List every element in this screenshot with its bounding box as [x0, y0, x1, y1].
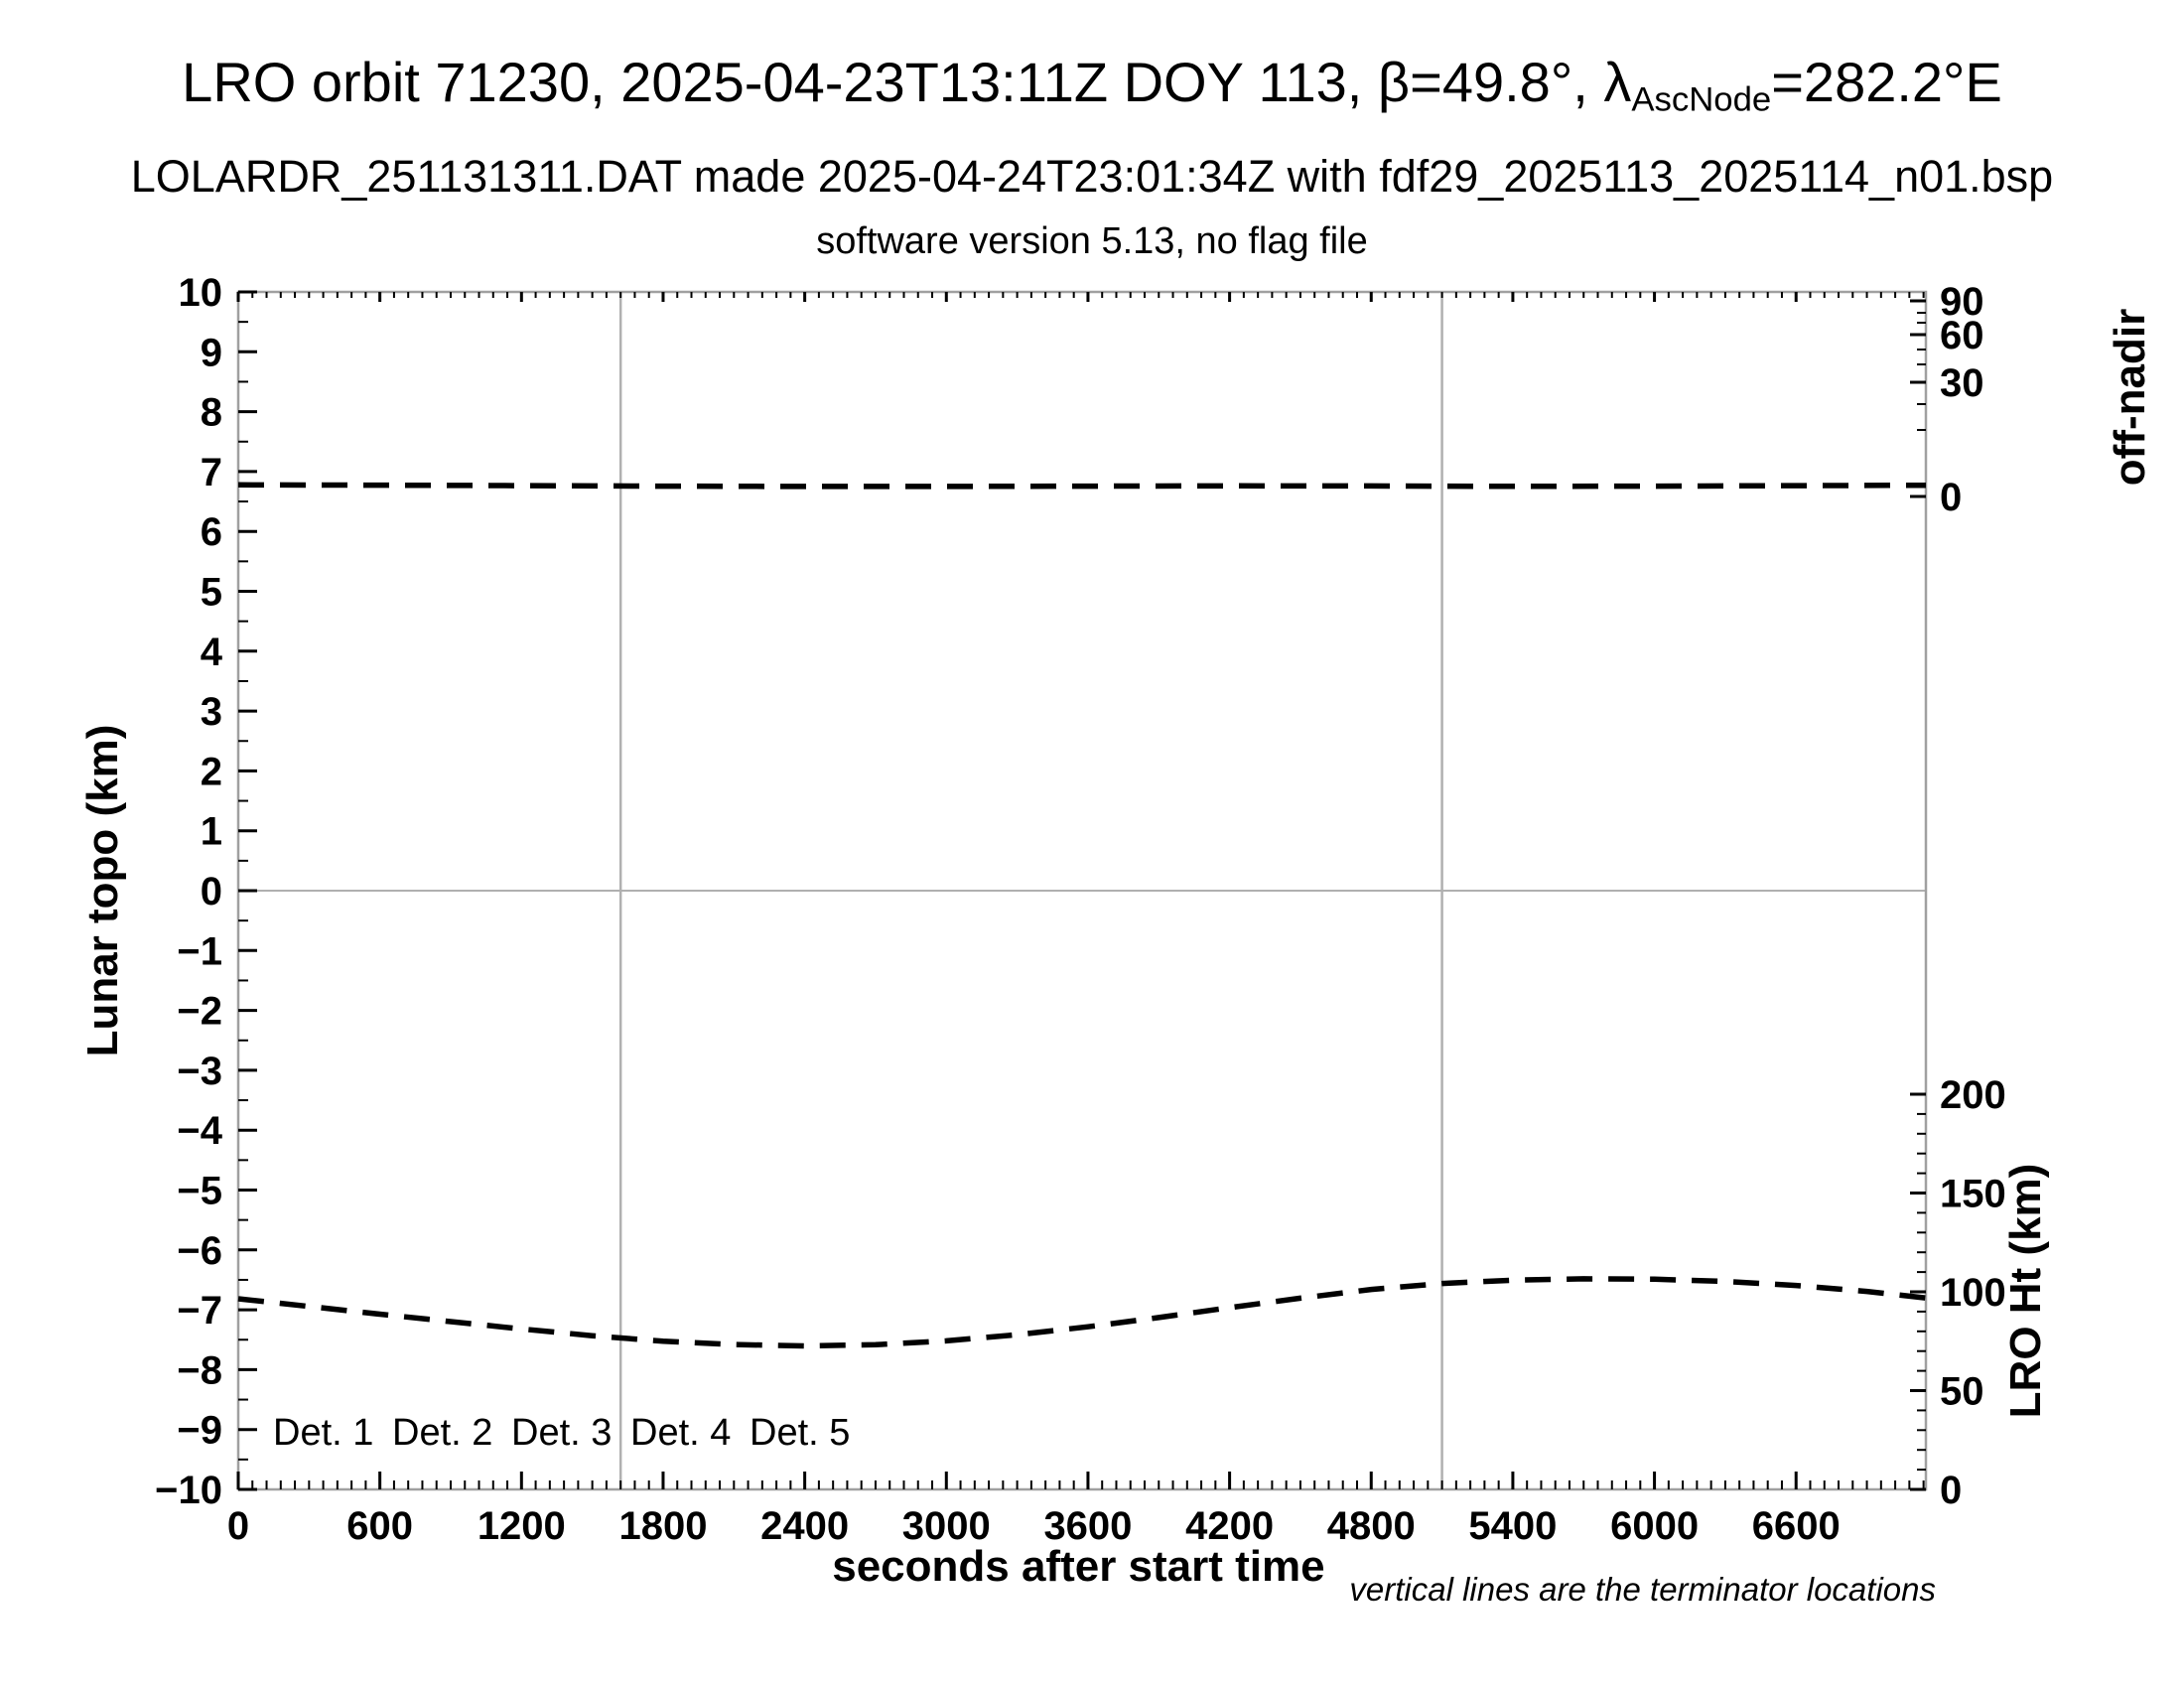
x-tick-label: 4800 [1327, 1504, 1416, 1548]
y-left-tick-label: −9 [177, 1409, 222, 1453]
legend-item-label: Det. 5 [750, 1412, 850, 1454]
x-tick-label: 2400 [760, 1504, 849, 1548]
lro-ht-tick-label: 50 [1940, 1370, 1984, 1414]
lro-ht-tick-label: 0 [1940, 1469, 1962, 1512]
y-left-tick-label: 10 [179, 271, 223, 315]
off-nadir-tick-label: 30 [1940, 361, 1984, 405]
plot-title-tail: =282.2°E [1771, 51, 2002, 113]
y-left-axis-title: Lunar topo (km) [78, 725, 127, 1057]
y-left-tick-label: −8 [177, 1348, 222, 1392]
off-nadir-axis-title: off-nadir [2106, 309, 2154, 486]
x-tick-label: 6000 [1610, 1504, 1699, 1548]
x-tick-label: 3600 [1043, 1504, 1132, 1548]
terminator-footnote: vertical lines are the terminator locati… [1349, 1571, 1936, 1608]
y-left-tick-label: 2 [201, 750, 222, 793]
y-left-tick-label: −2 [177, 990, 222, 1034]
y-left-tick-label: −5 [177, 1170, 222, 1213]
lro-ht-tick-label: 200 [1940, 1073, 2006, 1117]
plot-title-subscript: AscNode [1631, 80, 1772, 119]
y-left-tick-label: −3 [177, 1050, 222, 1093]
y-left-tick-label: −1 [177, 929, 222, 973]
x-tick-label: 5400 [1468, 1504, 1557, 1548]
y-left-tick-label: −6 [177, 1229, 222, 1273]
off-nadir-tick-label: 60 [1940, 314, 1984, 357]
x-tick-label: 3000 [902, 1504, 991, 1548]
lro-ht-tick-label: 150 [1940, 1173, 2006, 1216]
y-left-tick-label: 1 [201, 810, 222, 854]
x-tick-label: 1800 [618, 1504, 707, 1548]
x-tick-label: 4200 [1185, 1504, 1274, 1548]
y-left-tick-label: 9 [201, 331, 222, 374]
legend-item-label: Det. 3 [511, 1412, 612, 1454]
off-nadir-tick-label: 0 [1940, 476, 1962, 519]
x-tick-label: 6600 [1752, 1504, 1841, 1548]
off-nadir-tick-label: 90 [1940, 280, 1984, 324]
lro-height-curve [237, 1276, 1927, 1349]
legend-item-label: Det. 2 [392, 1412, 492, 1454]
y-left-tick-label: 7 [201, 451, 222, 494]
lro-ht-tick-label: 100 [1940, 1271, 2006, 1315]
plot-subtitle-filename: LOLARDR_251131311.DAT made 2025-04-24T23… [130, 151, 2054, 202]
lro-ht-axis-title: LRO Ht (km) [2001, 1164, 2050, 1419]
plot-title: LRO orbit 71230, 2025-04-23T13:11Z DOY 1… [0, 50, 2184, 120]
y-left-tick-label: 8 [201, 391, 222, 435]
plot-title-main: LRO orbit 71230, 2025-04-23T13:11Z DOY 1… [182, 51, 1632, 113]
software-version-line: software version 5.13, no flag file [816, 220, 1368, 262]
x-tick-label: 600 [346, 1504, 413, 1548]
y-left-tick-label: 3 [201, 690, 222, 734]
y-left-tick-label: −7 [177, 1289, 222, 1333]
legend-item-label: Det. 1 [273, 1412, 373, 1454]
y-left-tick-label: 5 [201, 571, 222, 615]
legend-item-label: Det. 4 [630, 1412, 731, 1454]
y-left-tick-label: 6 [201, 510, 222, 554]
y-left-tick-label: 0 [201, 870, 222, 914]
x-tick-label: 0 [227, 1504, 249, 1548]
x-axis-title: seconds after start time [832, 1542, 1324, 1591]
y-left-tick-label: −10 [155, 1469, 222, 1512]
off-nadir-curve [237, 482, 1927, 490]
y-left-tick-label: 4 [201, 631, 223, 674]
x-tick-label: 1200 [478, 1504, 566, 1548]
y-left-tick-label: −4 [177, 1109, 222, 1153]
